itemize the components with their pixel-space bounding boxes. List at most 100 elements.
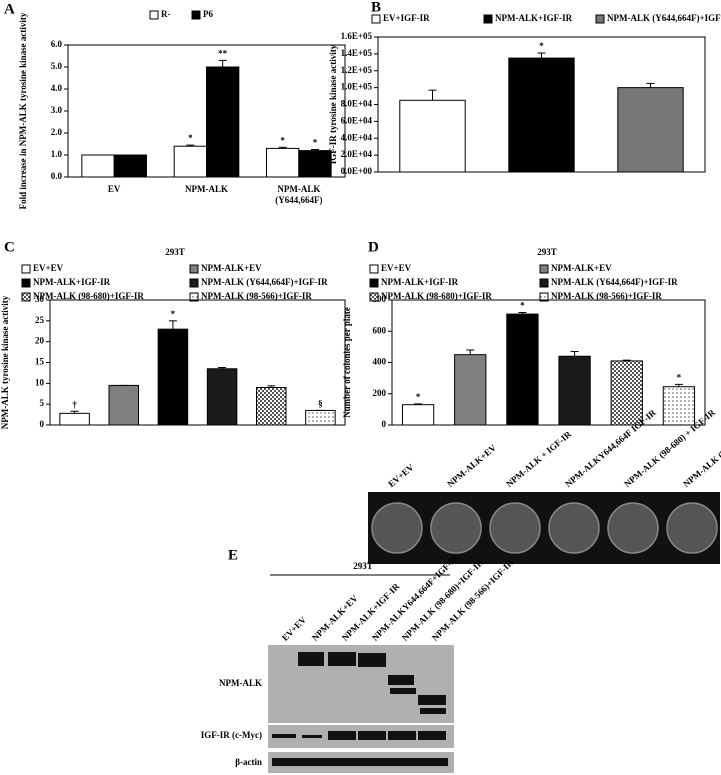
- annotation: §: [318, 398, 323, 408]
- colony-images: [368, 492, 720, 564]
- legend-label: NPM-ALK+IGF-IR: [495, 13, 573, 23]
- panel-letter: E: [228, 547, 238, 563]
- legend-label: P6: [203, 9, 213, 19]
- y-tick-label: 2.0: [51, 127, 63, 137]
- y-tick-label: 200: [373, 388, 387, 398]
- legend-label: NPM-ALK+IGF-IR: [33, 277, 111, 287]
- legend-swatch: [191, 10, 201, 20]
- bar: [59, 412, 90, 426]
- bar: [305, 409, 336, 426]
- legend-swatch: [369, 278, 379, 288]
- bar: [157, 328, 189, 426]
- y-tick-label: 4.0E+04: [341, 132, 373, 142]
- bar: [206, 368, 238, 426]
- legend-label: NPM-ALK (98-680)+IGF-IR: [33, 291, 144, 301]
- legend-label: EV+IGF-IR: [383, 13, 430, 23]
- western-blot: [268, 574, 454, 773]
- bar: [266, 147, 300, 178]
- y-tick-label: 0.0: [51, 171, 63, 181]
- bar: [610, 360, 643, 426]
- legend-label: R-: [161, 9, 171, 19]
- bar: [173, 145, 207, 178]
- y-tick-label: 0: [40, 419, 45, 429]
- bar: [506, 313, 539, 426]
- y-tick-label: 25: [35, 315, 45, 325]
- y-tick-label: 2.0E+04: [341, 149, 373, 159]
- bar: [617, 87, 684, 173]
- y-tick-label: 1.4E+05: [341, 48, 373, 58]
- x-tick-label: NPM-ALK: [185, 184, 228, 194]
- y-axis-label: IGF-IR tyrosine kinase activity: [328, 44, 338, 164]
- legend-label: NPM-ALK (98-680)+IGF-IR: [381, 291, 492, 301]
- y-tick-label: 400: [373, 357, 387, 367]
- y-tick-label: 6.0: [51, 39, 63, 49]
- x-tick-label: EV: [108, 184, 121, 194]
- legend-swatch: [189, 264, 199, 274]
- legend-label: NPM-ALK+EV: [201, 263, 262, 273]
- plot-frame: [391, 299, 706, 426]
- panel-letter: B: [371, 0, 381, 15]
- x-tick-label-line: NPM-ALK: [277, 184, 320, 194]
- annotation: *: [677, 372, 682, 382]
- legend-swatch: [539, 292, 549, 302]
- legend-swatch: [189, 292, 199, 302]
- legend-label: NPM-ALK+EV: [551, 263, 612, 273]
- panel-letter: D: [368, 239, 379, 255]
- annotation: †: [72, 399, 77, 409]
- legend-label: NPM-ALK+IGF-IR: [381, 277, 459, 287]
- bar: [113, 154, 147, 178]
- row-label: NPM-ALK: [219, 678, 262, 688]
- y-tick-label: 5.0: [51, 61, 63, 71]
- bar: [399, 99, 466, 173]
- y-tick-label: 4.0: [51, 83, 63, 93]
- legend-label: NPM-ALK (98-566)+IGF-IR: [201, 291, 312, 301]
- bar: [108, 384, 139, 426]
- bar: [558, 355, 591, 426]
- y-tick-label: 1.0: [51, 149, 63, 159]
- x-tick-label-line: (Y644,664F): [275, 195, 322, 205]
- y-axis-label: Fold increase in NPM-ALK tyrosine kinase…: [18, 12, 28, 209]
- row-label: β-actin: [235, 757, 262, 767]
- y-tick-label: 8.0E+04: [341, 99, 373, 109]
- y-tick-label: 0.0E+00: [341, 166, 373, 176]
- bar: [454, 354, 487, 426]
- plate-label: NPM-ALK + IGF-IR: [504, 429, 573, 489]
- y-axis-label: NPM-ALK tyrosine kinase activity: [0, 295, 10, 429]
- plot-frame: [49, 299, 346, 426]
- chart-title: 293T: [165, 247, 185, 257]
- annotation: *: [280, 135, 285, 145]
- y-tick-label: 20: [35, 336, 45, 346]
- annotation: *: [520, 301, 525, 311]
- legend-swatch: [21, 264, 31, 274]
- y-tick-label: 0: [382, 419, 387, 429]
- y-tick-label: 30: [35, 294, 45, 304]
- annotation: *: [539, 41, 544, 51]
- legend-label: NPM-ALK (Y644,664F)+IGF-IR: [201, 277, 328, 287]
- legend-swatch: [189, 278, 199, 288]
- bar: [256, 387, 287, 426]
- legend-swatch: [21, 278, 31, 288]
- annotation: *: [416, 392, 421, 402]
- y-axis-label: Number of colonies per plate: [342, 307, 352, 418]
- legend-swatch: [539, 264, 549, 274]
- plot-frame: [377, 36, 706, 173]
- legend-swatch: [539, 278, 549, 288]
- annotation: **: [218, 48, 228, 58]
- plate-label: NPM-ALK+EV: [445, 442, 498, 489]
- legend-swatch: [369, 264, 379, 274]
- y-tick-label: 1.6E+05: [341, 31, 373, 41]
- y-tick-label: 3.0: [51, 105, 63, 115]
- y-tick-label: 800: [373, 294, 387, 304]
- legend-swatch: [595, 14, 605, 24]
- legend-swatch: [369, 292, 379, 302]
- legend-label: NPM-ALK (Y644,664F)+IGF-IR: [551, 277, 678, 287]
- legend-swatch: [21, 292, 31, 302]
- y-tick-label: 1.0E+05: [341, 82, 373, 92]
- annotation: *: [188, 133, 193, 143]
- legend-label: NPM-ALK (98-566)+IGF-IR: [551, 291, 662, 301]
- annotation: *: [171, 309, 176, 319]
- legend-swatch: [149, 10, 159, 20]
- annotation: *: [313, 138, 318, 148]
- bar: [662, 386, 696, 426]
